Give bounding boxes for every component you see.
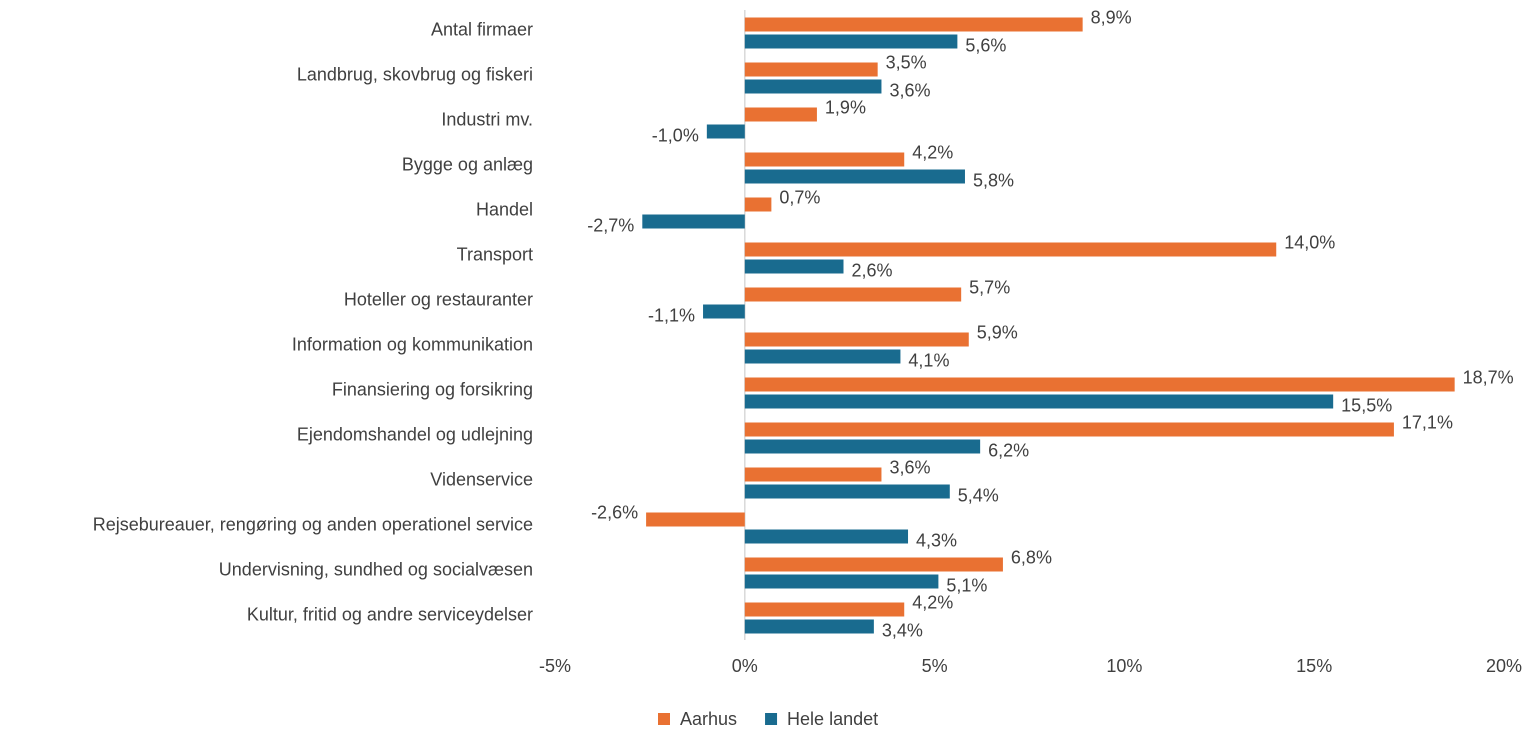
bar bbox=[744, 557, 1003, 572]
category-label: Kultur, fritid og andre serviceydelser bbox=[247, 604, 533, 624]
bar bbox=[744, 242, 1277, 257]
bar bbox=[744, 152, 905, 167]
data-label: 3,5% bbox=[886, 52, 927, 72]
bar bbox=[744, 62, 878, 77]
bar bbox=[703, 304, 745, 319]
bar bbox=[744, 332, 969, 347]
category-label: Rejsebureauer, rengøring og anden operat… bbox=[93, 514, 533, 534]
data-label: 5,9% bbox=[977, 322, 1018, 342]
data-label: 5,6% bbox=[965, 35, 1006, 55]
x-tick-label: 0% bbox=[732, 656, 758, 676]
category-label: Transport bbox=[457, 244, 533, 264]
legend-swatch bbox=[765, 713, 778, 725]
data-label: -1,1% bbox=[648, 305, 695, 325]
x-tick-label: -5% bbox=[539, 656, 571, 676]
data-label: 8,9% bbox=[1091, 7, 1132, 27]
data-label: 14,0% bbox=[1284, 232, 1335, 252]
data-label: 5,8% bbox=[973, 170, 1014, 190]
data-label: 4,2% bbox=[912, 142, 953, 162]
bar bbox=[744, 619, 874, 634]
data-label: 5,1% bbox=[946, 575, 987, 595]
category-label: Antal firmaer bbox=[431, 19, 533, 39]
data-label: 2,6% bbox=[851, 260, 892, 280]
legend-label: Aarhus bbox=[680, 709, 737, 729]
bar bbox=[744, 484, 950, 499]
category-label: Videnservice bbox=[430, 469, 533, 489]
bar bbox=[744, 169, 965, 184]
x-tick-label: 5% bbox=[922, 656, 948, 676]
data-label: 4,2% bbox=[912, 592, 953, 612]
bar bbox=[744, 34, 958, 49]
bar bbox=[744, 197, 772, 212]
data-label: 15,5% bbox=[1341, 395, 1392, 415]
bar bbox=[646, 512, 745, 527]
category-label: Finansiering og forsikring bbox=[332, 379, 533, 399]
category-label: Information og kommunikation bbox=[292, 334, 533, 354]
bar bbox=[744, 17, 1083, 32]
bar bbox=[744, 394, 1334, 409]
legend-label: Hele landet bbox=[787, 709, 878, 729]
bar bbox=[744, 377, 1455, 392]
category-label: Ejendomshandel og udlejning bbox=[297, 424, 533, 444]
category-label: Undervisning, sundhed og socialvæsen bbox=[219, 559, 533, 579]
bar bbox=[642, 214, 745, 229]
data-label: 5,4% bbox=[958, 485, 999, 505]
bar bbox=[744, 574, 939, 589]
data-label: 3,6% bbox=[889, 457, 930, 477]
bar bbox=[744, 602, 905, 617]
bar bbox=[744, 529, 909, 544]
data-label: 17,1% bbox=[1402, 412, 1453, 432]
bar bbox=[744, 439, 981, 454]
bar bbox=[744, 79, 882, 94]
category-label: Industri mv. bbox=[441, 109, 533, 129]
x-tick-label: 10% bbox=[1106, 656, 1142, 676]
data-label: 0,7% bbox=[779, 187, 820, 207]
category-label: Bygge og anlæg bbox=[402, 154, 533, 174]
category-label: Landbrug, skovbrug og fiskeri bbox=[297, 64, 533, 84]
data-label: -2,7% bbox=[587, 215, 634, 235]
bar bbox=[706, 124, 745, 139]
data-label: 3,4% bbox=[882, 620, 923, 640]
x-tick-label: 20% bbox=[1486, 656, 1522, 676]
bar bbox=[744, 349, 901, 364]
bar bbox=[744, 287, 962, 302]
x-tick-label: 15% bbox=[1296, 656, 1332, 676]
data-label: -2,6% bbox=[591, 502, 638, 522]
data-label: 4,3% bbox=[916, 530, 957, 550]
data-label: -1,0% bbox=[652, 125, 699, 145]
bar bbox=[744, 467, 882, 482]
bar bbox=[744, 259, 844, 274]
legend-swatch bbox=[658, 713, 670, 725]
data-label: 4,1% bbox=[908, 350, 949, 370]
category-label: Handel bbox=[476, 199, 533, 219]
bar bbox=[744, 107, 817, 122]
bar bbox=[744, 422, 1394, 437]
category-label: Hoteller og restauranter bbox=[344, 289, 533, 309]
data-label: 1,9% bbox=[825, 97, 866, 117]
data-label: 6,8% bbox=[1011, 547, 1052, 567]
data-label: 6,2% bbox=[988, 440, 1029, 460]
data-label: 18,7% bbox=[1463, 367, 1514, 387]
data-label: 5,7% bbox=[969, 277, 1010, 297]
data-label: 3,6% bbox=[889, 80, 930, 100]
